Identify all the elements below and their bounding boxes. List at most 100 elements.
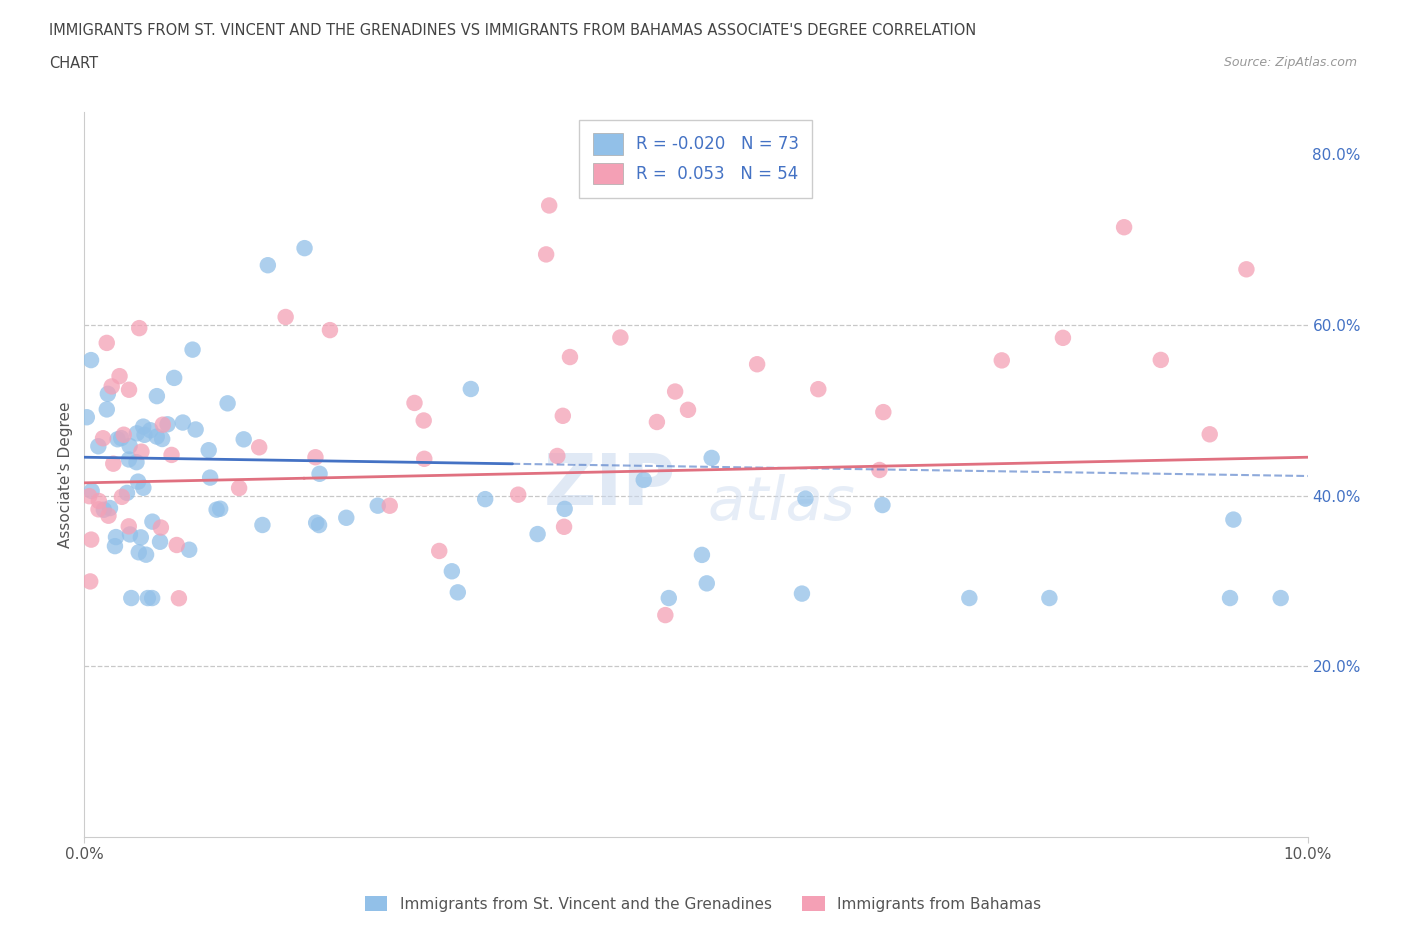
Point <box>696 576 718 591</box>
Point <box>412 413 434 428</box>
Point <box>125 426 148 441</box>
Point <box>150 432 173 446</box>
Point <box>209 501 232 516</box>
Point <box>80 532 103 547</box>
Text: Source: ZipAtlas.com: Source: ZipAtlas.com <box>1223 56 1357 69</box>
Point <box>104 538 127 553</box>
Point <box>93 502 115 517</box>
Point <box>1270 591 1292 605</box>
Point <box>112 427 135 442</box>
Point <box>460 381 482 396</box>
Point <box>440 564 463 578</box>
Point <box>534 247 557 262</box>
Point <box>257 258 280 272</box>
Point <box>156 417 179 432</box>
Point <box>957 591 980 605</box>
Point <box>1038 591 1060 605</box>
Point <box>474 492 496 507</box>
Point <box>96 402 118 417</box>
Point <box>149 520 172 535</box>
Point <box>97 386 120 401</box>
Point <box>247 440 270 455</box>
Point <box>404 395 426 410</box>
Point <box>232 432 254 446</box>
Point <box>120 591 142 605</box>
Point <box>76 410 98 425</box>
Point <box>554 501 576 516</box>
Point <box>118 527 141 542</box>
Point <box>141 591 163 605</box>
Point <box>1052 330 1074 345</box>
Point <box>111 489 134 504</box>
Point <box>141 514 163 529</box>
Point <box>103 457 125 472</box>
Point <box>97 509 120 524</box>
Point <box>125 455 148 470</box>
Point <box>139 423 162 438</box>
Point <box>790 586 813 601</box>
Point <box>1114 219 1136 234</box>
Point <box>991 352 1014 367</box>
Point <box>654 607 676 622</box>
Point <box>152 418 174 432</box>
Point <box>80 484 103 498</box>
Point <box>869 462 891 477</box>
Point <box>1219 591 1241 605</box>
Point <box>172 415 194 430</box>
Point <box>136 591 159 605</box>
Point <box>184 422 207 437</box>
Point <box>100 379 122 394</box>
Point <box>551 408 574 423</box>
Point <box>609 330 631 345</box>
Point <box>167 591 190 605</box>
Point <box>163 370 186 385</box>
Point <box>294 241 316 256</box>
Point <box>160 447 183 462</box>
Point <box>252 518 274 533</box>
Point <box>181 342 204 357</box>
Point <box>427 543 450 558</box>
Point <box>319 323 342 338</box>
Point <box>558 350 581 365</box>
Point <box>305 515 328 530</box>
Point <box>553 519 575 534</box>
Point <box>546 448 568 463</box>
Point <box>538 198 561 213</box>
Point <box>378 498 401 513</box>
Point <box>205 502 228 517</box>
Point <box>700 450 723 465</box>
Point <box>118 519 141 534</box>
Point <box>108 368 131 383</box>
Point <box>633 472 655 487</box>
Point <box>96 336 118 351</box>
Point <box>127 474 149 489</box>
Point <box>118 438 141 453</box>
Point <box>228 481 250 496</box>
Point <box>794 491 817 506</box>
Point <box>129 530 152 545</box>
Point <box>304 450 326 465</box>
Point <box>87 439 110 454</box>
Point <box>132 419 155 434</box>
Legend: R = -0.020   N = 73, R =  0.053   N = 54: R = -0.020 N = 73, R = 0.053 N = 54 <box>579 120 813 198</box>
Point <box>128 321 150 336</box>
Point <box>367 498 389 513</box>
Point <box>80 352 103 367</box>
Point <box>1222 512 1244 527</box>
Point <box>107 432 129 446</box>
Point <box>149 535 172 550</box>
Point <box>179 542 201 557</box>
Point <box>526 526 548 541</box>
Point <box>308 466 330 481</box>
Point <box>447 585 470 600</box>
Text: CHART: CHART <box>49 56 98 71</box>
Point <box>91 431 114 445</box>
Point <box>274 310 297 325</box>
Legend: Immigrants from St. Vincent and the Grenadines, Immigrants from Bahamas: Immigrants from St. Vincent and the Gren… <box>359 889 1047 918</box>
Point <box>110 431 132 445</box>
Point <box>197 443 219 458</box>
Point <box>872 498 894 512</box>
Point <box>747 357 769 372</box>
Point <box>658 591 681 605</box>
Point <box>118 452 141 467</box>
